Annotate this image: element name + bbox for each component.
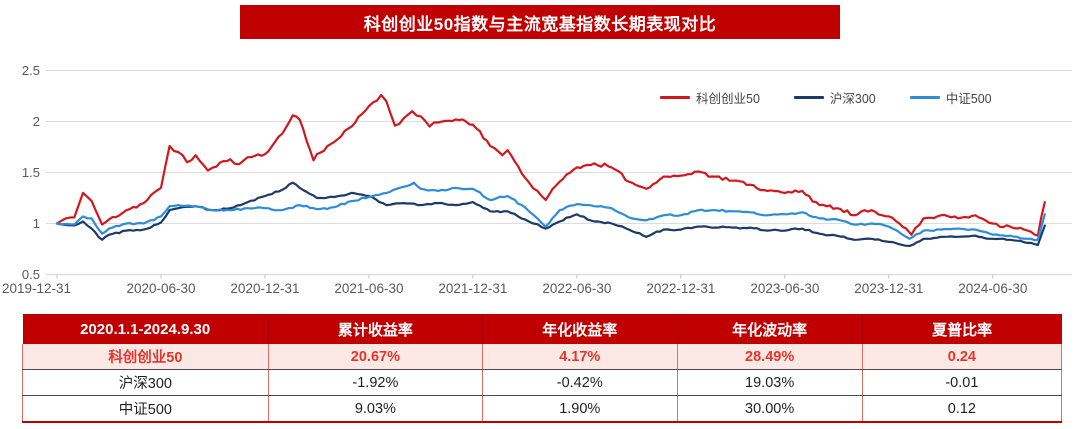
table-cell: 30.00%	[677, 395, 863, 423]
series-line-1	[55, 93, 1046, 237]
legend-line-swatch	[660, 96, 690, 99]
y-axis-tick-label: 0.5	[22, 267, 40, 282]
page-title: 科创创业50指数与主流宽基指数长期表现对比	[240, 5, 840, 39]
y-axis-tick-label: 1	[33, 216, 40, 231]
table-cell: 0.24	[862, 344, 1063, 370]
x-axis-tick-label: 2024-06-30	[958, 281, 1027, 296]
table-cell: 4.17%	[482, 344, 678, 370]
table-header-cell: 年化波动率	[677, 314, 863, 344]
legend-item-2: 沪深300	[793, 88, 876, 107]
table-cell: 科创创业50	[22, 344, 269, 370]
legend-item-3: 中证500	[909, 88, 992, 107]
x-axis-tick-label: 2022-12-31	[646, 281, 715, 296]
table-header-cell: 累计收益率	[268, 314, 483, 344]
x-axis-tick-label: 2019-12-31	[2, 281, 71, 296]
x-axis-tick-label: 2020-12-31	[230, 281, 299, 296]
series-line-3	[55, 181, 1046, 242]
performance-table: 2020.1.1-2024.9.30 累计收益率 年化收益率 年化波动率 夏普比率 科创…	[22, 314, 1063, 423]
chart-canvas: 0.5 1 1.5 2 2.5 2019-12-31 2020-06-30 2020-12-3…	[2, 63, 1072, 296]
series-line-2	[55, 181, 1046, 247]
x-axis-tick-label: 2020-06-30	[126, 281, 195, 296]
legend-line-swatch	[909, 96, 940, 99]
legend-label: 沪深300	[829, 92, 876, 106]
table-row: 中证500 9.03% 1.90% 30.00% 0.12	[22, 395, 1063, 423]
x-axis-tick-label: 2022-06-30	[542, 281, 611, 296]
table-cell: -0.01	[862, 369, 1063, 396]
table-header-cell: 年化收益率	[482, 314, 678, 344]
table-cell: 20.67%	[268, 344, 483, 370]
x-axis-tick-label: 2021-12-31	[438, 281, 507, 296]
table-header-cell: 夏普比率	[862, 314, 1062, 344]
table-cell: 19.03%	[677, 369, 863, 396]
performance-line-chart: 0.5 1 1.5 2 2.5 2019-12-31 2020-06-30 2020-12-3…	[0, 40, 1080, 308]
table-cell: -1.92%	[268, 369, 483, 396]
y-axis-tick-label: 2	[33, 114, 40, 129]
y-axis-tick-label: 2.5	[22, 63, 40, 78]
table-cell: 0.12	[862, 395, 1063, 423]
table-cell: 28.49%	[677, 344, 863, 370]
table-cell: -0.42%	[482, 369, 678, 396]
x-axis-tick-label: 2023-06-30	[750, 281, 819, 296]
performance-table-header: 2020.1.1-2024.9.30 累计收益率 年化收益率 年化波动率 夏普比率	[22, 314, 1062, 344]
table-cell: 9.03%	[268, 395, 483, 423]
legend-label: 科创创业50	[696, 92, 760, 106]
table-row: 沪深300 -1.92% -0.42% 19.03% -0.01	[22, 369, 1063, 396]
x-axis-tick-label: 2023-12-31	[854, 281, 923, 296]
x-axis-tick-label: 2021-06-30	[334, 281, 403, 296]
table-row: 科创创业50 20.67% 4.17% 28.49% 0.24	[22, 344, 1063, 370]
legend-line-swatch	[793, 96, 824, 99]
legend-item-1: 科创创业50	[660, 88, 760, 107]
legend-label: 中证500	[945, 92, 992, 106]
table-cell: 1.90%	[482, 395, 678, 423]
table-cell: 中证500	[22, 395, 269, 423]
table-cell: 沪深300	[22, 369, 269, 396]
chart-legend: 科创创业50 沪深300 中证500	[660, 88, 992, 107]
y-axis-tick-label: 1.5	[22, 165, 40, 180]
table-header-cell: 2020.1.1-2024.9.30	[22, 314, 269, 344]
